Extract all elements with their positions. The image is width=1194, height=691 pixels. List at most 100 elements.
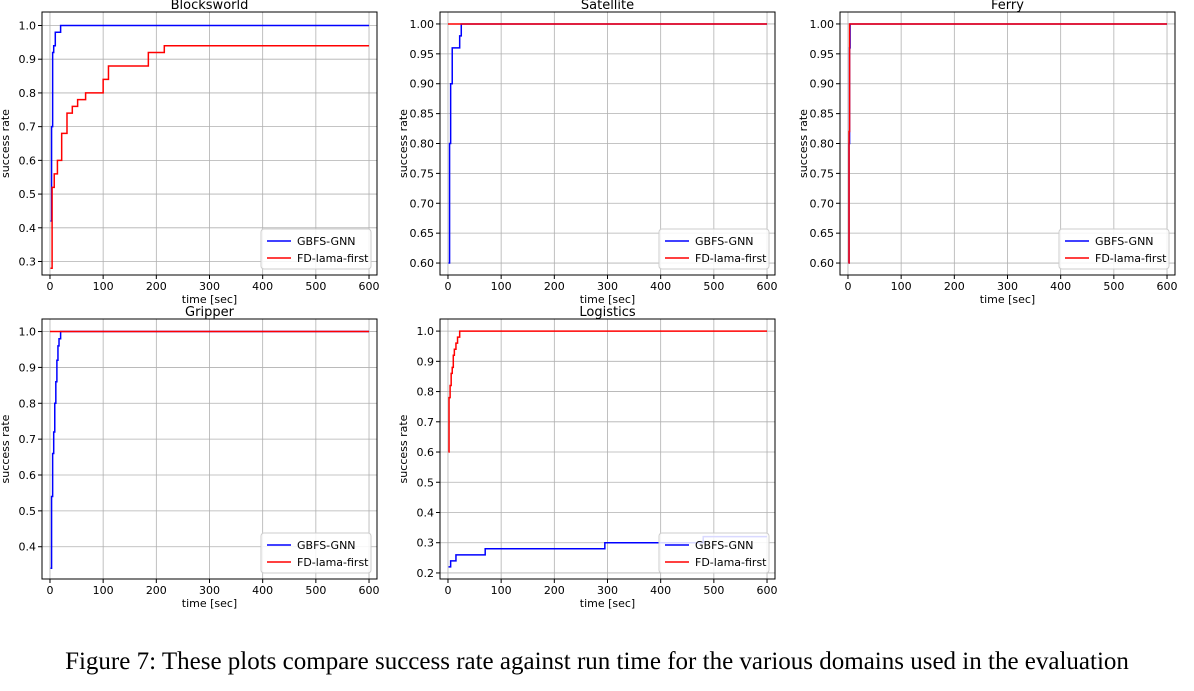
y-tick-label: 0.75 — [810, 167, 835, 180]
chart-title: Blocksworld — [171, 0, 249, 13]
x-tick-label: 600 — [757, 280, 778, 293]
y-tick-label: 0.95 — [810, 48, 835, 61]
y-tick-label: 0.8 — [19, 397, 37, 410]
y-tick-label: 0.6 — [19, 469, 37, 482]
x-axis-label: time [sec] — [580, 293, 635, 306]
x-tick-label: 400 — [1050, 280, 1071, 293]
y-axis-label: success rate — [397, 109, 410, 178]
figure: 0 100 200 300 400 500 600 0.3 0.4 0.5 0.6 0.7 0.8 0.9… — [0, 0, 1178, 610]
legend-label: FD-lama-first — [695, 252, 767, 265]
series-line-gbfs-gnn — [50, 330, 370, 569]
y-tick-label: 0.60 — [410, 257, 435, 270]
y-tick-label: 0.90 — [810, 78, 835, 91]
y-axis-label: success rate — [0, 109, 12, 178]
x-tick-label: 100 — [491, 280, 512, 293]
x-tick-label: 500 — [305, 280, 326, 293]
legend-label: GBFS-GNN — [695, 235, 754, 248]
x-tick-label: 200 — [544, 584, 565, 597]
y-tick-label: 0.3 — [19, 256, 37, 269]
chart-title: Ferry — [991, 0, 1024, 13]
x-tick-label: 0 — [444, 584, 451, 597]
x-axis-label: time [sec] — [980, 293, 1035, 306]
x-tick-label: 100 — [93, 280, 114, 293]
chart-gripper: 0 100 200 300 400 500 600 0.4 0.5 0.6 0.7 0.8 0.9 1.0… — [0, 305, 380, 610]
y-tick-label: 0.65 — [410, 227, 435, 240]
series-line-fd-lama-first — [448, 330, 768, 453]
x-axis-label: time [sec] — [580, 597, 635, 610]
x-axis-label: time [sec] — [182, 597, 237, 610]
y-tick-label: 0.5 — [19, 188, 37, 201]
x-tick-label: 300 — [199, 280, 220, 293]
y-tick-label: 0.6 — [417, 446, 435, 459]
y-tick-label: 0.9 — [417, 355, 435, 368]
chart-title: Gripper — [185, 305, 235, 320]
y-tick-label: 0.5 — [417, 476, 435, 489]
chart-satellite: 0 100 200 300 400 500 600 0.60 0.65 0.70 0.75 0.80 0… — [397, 0, 778, 306]
x-tick-label: 400 — [650, 584, 671, 597]
series-line-fd-lama-first — [50, 44, 370, 270]
y-tick-label: 0.6 — [19, 154, 37, 167]
y-tick-label: 1.0 — [19, 19, 37, 32]
y-axis-label: success rate — [397, 414, 410, 483]
chart-blocksworld: 0 100 200 300 400 500 600 0.3 0.4 0.5 0.6 0.7 0.8 0.9… — [0, 0, 380, 306]
series-line-gbfs-gnn — [50, 24, 370, 222]
y-tick-label: 0.8 — [417, 386, 435, 399]
y-tick-label: 0.60 — [810, 257, 835, 270]
y-tick-label: 0.80 — [410, 138, 435, 151]
legend-label: FD-lama-first — [695, 556, 767, 569]
y-tick-label: 0.85 — [410, 108, 435, 121]
legend-box — [260, 228, 372, 270]
legend-label: GBFS-GNN — [1095, 235, 1154, 248]
legend: GBFS-GNN FD-lama-first — [658, 532, 770, 574]
y-tick-label: 1.0 — [19, 326, 37, 339]
x-tick-label: 300 — [597, 584, 618, 597]
y-tick-label: 0.9 — [19, 53, 37, 66]
x-tick-label: 400 — [252, 584, 273, 597]
y-tick-label: 1.0 — [417, 325, 435, 338]
legend-label: GBFS-GNN — [695, 539, 754, 552]
legend-label: FD-lama-first — [297, 252, 369, 265]
y-tick-label: 0.2 — [417, 567, 435, 580]
x-tick-label: 500 — [703, 584, 724, 597]
y-tick-label: 0.80 — [810, 138, 835, 151]
x-tick-label: 300 — [199, 584, 220, 597]
x-tick-label: 600 — [757, 584, 778, 597]
x-tick-label: 0 — [444, 280, 451, 293]
y-tick-label: 0.9 — [19, 361, 37, 374]
y-tick-label: 0.65 — [810, 227, 835, 240]
y-axis-label: success rate — [797, 109, 810, 178]
x-tick-label: 200 — [146, 584, 167, 597]
legend: GBFS-GNN FD-lama-first — [260, 228, 372, 270]
x-tick-label: 0 — [46, 280, 53, 293]
y-tick-label: 0.95 — [410, 48, 435, 61]
y-tick-label: 0.75 — [410, 167, 435, 180]
y-tick-label: 0.4 — [417, 506, 435, 519]
x-tick-label: 600 — [1157, 280, 1178, 293]
x-tick-label: 500 — [703, 280, 724, 293]
x-tick-label: 0 — [46, 584, 53, 597]
y-tick-label: 0.4 — [19, 222, 37, 235]
legend: GBFS-GNN FD-lama-first — [260, 532, 372, 574]
chart-title: Logistics — [579, 305, 635, 320]
series-line-gbfs-gnn — [448, 23, 768, 264]
y-tick-label: 0.7 — [19, 433, 37, 446]
legend-label: GBFS-GNN — [297, 539, 356, 552]
chart-logistics: 0 100 200 300 400 500 600 0.2 0.3 0.4 0.5 0.6 0.7 0.8… — [397, 305, 778, 610]
x-tick-label: 0 — [844, 280, 851, 293]
series-line-fd-lama-first — [848, 23, 1168, 264]
legend-label: GBFS-GNN — [297, 235, 356, 248]
legend-label: FD-lama-first — [1095, 252, 1167, 265]
y-tick-label: 0.70 — [410, 197, 435, 210]
y-tick-label: 0.70 — [810, 197, 835, 210]
x-axis-label: time [sec] — [182, 293, 237, 306]
x-tick-label: 200 — [146, 280, 167, 293]
y-axis-label: success rate — [0, 414, 12, 483]
x-tick-label: 200 — [544, 280, 565, 293]
y-tick-label: 0.4 — [19, 541, 37, 554]
y-tick-label: 0.7 — [417, 416, 435, 429]
y-tick-label: 0.90 — [410, 78, 435, 91]
x-tick-label: 100 — [93, 584, 114, 597]
chart-title: Satellite — [581, 0, 634, 13]
legend: GBFS-GNN FD-lama-first — [1058, 228, 1170, 270]
legend-box — [658, 532, 770, 574]
